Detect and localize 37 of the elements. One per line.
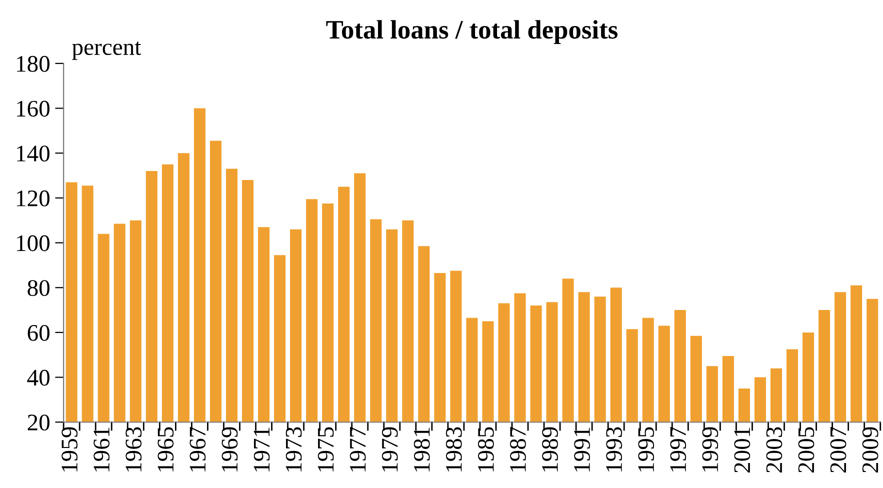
x-tick-label: 1973 [286,427,302,472]
x-tick-label: 1989 [542,427,558,472]
x-tick-label: 1967 [190,426,206,472]
y-tick-label: 80 [28,280,50,296]
y-tick-label: 180 [17,56,50,72]
x-tick-label: 1987 [510,426,526,472]
x-tick-label: 1977 [350,426,366,472]
x-tick-label: 1979 [382,427,398,472]
y-tick-label: 60 [28,324,50,341]
y-tick-label: 140 [17,146,50,162]
x-tick-label: 1983 [446,427,462,472]
x-tick-label: 1969 [222,427,238,472]
x-tick-label: 1997 [670,426,686,472]
x-tick-label: 1961 [94,428,110,472]
y-axis-title: percent [72,42,142,60]
x-tick-label: 2001 [734,428,750,472]
x-tick-label: 2005 [798,427,814,472]
y-tick-label: 40 [27,370,50,386]
x-tick-label: 1963 [126,427,142,472]
x-tick-label: 1971 [254,428,270,472]
y-tick-label: 20 [28,414,50,431]
x-tick-label: 1995 [638,427,654,472]
x-tick-label: 1975 [318,427,334,472]
x-tick-label: 1959 [62,427,78,472]
x-tick-label: 2007 [830,426,846,472]
x-tick-label: 1999 [702,427,718,472]
x-tick-label: 1985 [478,427,494,472]
chart-title: Total loans / total deposits [326,20,618,44]
y-tick-label: 100 [17,235,50,252]
y-tick-label: 160 [17,100,50,117]
x-tick-label: 1981 [414,428,430,472]
x-tick-label: 1991 [574,428,590,472]
y-tick-label: 120 [17,190,50,206]
x-tick-label: 2003 [766,427,782,472]
x-tick-label: 2009 [862,427,878,472]
x-tick-label: 1965 [158,427,174,472]
x-tick-label: 1993 [606,427,622,472]
